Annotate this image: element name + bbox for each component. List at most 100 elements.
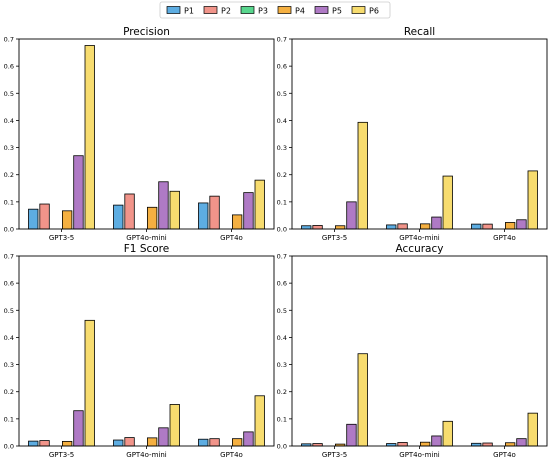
- legend-swatch-p6: [351, 6, 366, 14]
- y-tick-label: 0.3: [277, 144, 287, 152]
- legend-label-p2: P2: [221, 7, 231, 16]
- bar-gpt3-5-p2: [39, 440, 50, 447]
- x-tick-label-gpt3-5: GPT3-5: [322, 234, 347, 242]
- bar-gpt4o-mini-p1: [113, 439, 124, 447]
- y-tick-label: 0.1: [4, 415, 14, 423]
- bar-gpt4o-mini-p5: [431, 435, 442, 447]
- bar-gpt4o-p1: [198, 202, 209, 230]
- bar-gpt4o-p5: [516, 219, 527, 230]
- panel-title: F1 Score: [124, 243, 169, 255]
- bar-gpt4o-mini-p4: [419, 441, 431, 447]
- bar-gpt3-5-p1: [301, 225, 312, 230]
- bar-gpt4o-p5: [243, 431, 254, 447]
- bar-gpt4o-p4: [504, 222, 516, 230]
- y-tick-label: 0.6: [277, 63, 287, 71]
- bar-gpt4o-p2: [209, 195, 220, 230]
- y-tick-label: 0.7: [4, 36, 14, 44]
- panel-title: Precision: [123, 26, 170, 38]
- y-tick-label: 0.4: [4, 117, 14, 125]
- bar-gpt4o-mini-p6: [169, 190, 180, 230]
- bar-gpt4o-mini-p5: [431, 216, 442, 230]
- bar-gpt3-5-p5: [73, 155, 84, 230]
- bar-gpt4o-mini-p6: [442, 420, 453, 447]
- y-tick-label: 0.4: [4, 334, 14, 342]
- bar-gpt4o-mini-p2: [397, 223, 408, 230]
- bar-gpt4o-p6: [527, 412, 538, 447]
- legend-frame: [159, 1, 391, 19]
- plot-frame: [291, 255, 548, 447]
- y-tick-label: 0.6: [4, 63, 14, 71]
- legend-swatch-p3: [240, 6, 255, 14]
- bar-gpt3-5-p6: [357, 353, 368, 447]
- x-tick-label-gpt4o-mini: GPT4o-mini: [399, 451, 440, 459]
- x-tick-label-gpt4o-mini: GPT4o-mini: [399, 234, 440, 242]
- bar-gpt4o-p6: [254, 395, 265, 447]
- panel-title: Recall: [404, 26, 435, 38]
- x-tick-label-gpt4o-mini: GPT4o-mini: [126, 234, 167, 242]
- legend-swatch-p1: [166, 6, 181, 14]
- bar-gpt4o-p5: [516, 438, 527, 447]
- x-tick-label-gpt4o-mini: GPT4o-mini: [126, 451, 167, 459]
- legend-swatch-p4: [277, 6, 292, 14]
- bar-gpt4o-mini-p1: [386, 224, 397, 230]
- y-tick-label: 0.0: [4, 226, 14, 234]
- legend-label-p1: P1: [184, 7, 194, 16]
- bar-gpt4o-p6: [527, 170, 538, 230]
- panel-accuracy: Accuracy 0.0 0.1 0.2 0.3 0.4 0.5 0.6 0.7 GPT3-5 GP…: [277, 243, 548, 459]
- bar-gpt4o-mini-p6: [442, 175, 453, 230]
- y-tick-label: 0.3: [4, 361, 14, 369]
- bar-gpt4o-mini-p2: [124, 437, 135, 447]
- bar-gpt4o-mini-p4: [146, 437, 158, 447]
- y-tick-label: 0.5: [4, 307, 14, 315]
- y-tick-label: 0.7: [277, 253, 287, 261]
- y-tick-label: 0.2: [277, 388, 287, 396]
- panel-recall: Recall 0.0 0.1 0.2 0.3 0.4 0.5 0.6 0.7 GPT3-5 GPT4…: [277, 26, 548, 242]
- bar-gpt4o-p4: [231, 438, 243, 447]
- y-tick-label: 0.5: [4, 90, 14, 98]
- bar-gpt3-5-p6: [84, 45, 95, 230]
- bar-gpt4o-mini-p5: [158, 181, 169, 230]
- y-tick-label: 0.7: [277, 36, 287, 44]
- x-tick-label-gpt4o: GPT4o: [493, 451, 516, 459]
- bar-gpt3-5-p5: [346, 423, 357, 447]
- y-tick-label: 0.0: [277, 443, 287, 451]
- y-tick-label: 0.2: [4, 388, 14, 396]
- y-tick-label: 0.0: [277, 226, 287, 234]
- y-tick-label: 0.2: [277, 171, 287, 179]
- panel-precision: Precision 0.0 0.1 0.2 0.3 0.4 0.5 0.6 0.7 GPT3-5 G…: [4, 26, 275, 242]
- y-tick-label: 0.3: [277, 361, 287, 369]
- bar-gpt3-5-p1: [28, 208, 39, 230]
- legend-label-p3: P3: [258, 7, 268, 16]
- x-tick-label-gpt3-5: GPT3-5: [49, 451, 74, 459]
- y-tick-label: 0.1: [277, 415, 287, 423]
- bar-gpt4o-mini-p2: [397, 442, 408, 447]
- plot-frame: [18, 255, 275, 447]
- y-tick-label: 0.4: [277, 117, 287, 125]
- bar-gpt4o-p2: [209, 438, 220, 447]
- x-tick-label-gpt4o: GPT4o: [493, 234, 516, 242]
- legend-swatch-p5: [314, 6, 329, 14]
- legend-swatch-p2: [203, 6, 218, 14]
- y-tick-label: 0.1: [277, 198, 287, 206]
- bar-gpt4o-p4: [231, 214, 243, 230]
- panels: Precision 0.0 0.1 0.2 0.3 0.4 0.5 0.6 0.7 GPT3-5 G…: [4, 26, 548, 459]
- bar-gpt3-5-p1: [28, 440, 39, 447]
- plot-frame: [18, 38, 275, 230]
- y-tick-label: 0.5: [277, 307, 287, 315]
- bar-gpt3-5-p5: [346, 201, 357, 230]
- bar-gpt4o-p6: [254, 179, 265, 230]
- bar-gpt4o-mini-p4: [419, 223, 431, 230]
- bar-gpt4o-mini-p5: [158, 427, 169, 447]
- legend: P1 P2 P3 P4 P5 P6: [159, 1, 391, 19]
- x-tick-label-gpt3-5: GPT3-5: [49, 234, 74, 242]
- y-tick-label: 0.6: [277, 280, 287, 288]
- bar-gpt3-5-p5: [73, 410, 84, 447]
- legend-label-p4: P4: [295, 7, 305, 16]
- bar-gpt4o-p4: [504, 442, 516, 447]
- y-tick-label: 0.7: [4, 253, 14, 261]
- y-tick-label: 0.6: [4, 280, 14, 288]
- bar-gpt3-5-p4: [62, 440, 73, 447]
- bar-gpt4o-p2: [482, 223, 493, 230]
- x-tick-label-gpt3-5: GPT3-5: [322, 451, 347, 459]
- y-tick-label: 0.0: [4, 443, 14, 451]
